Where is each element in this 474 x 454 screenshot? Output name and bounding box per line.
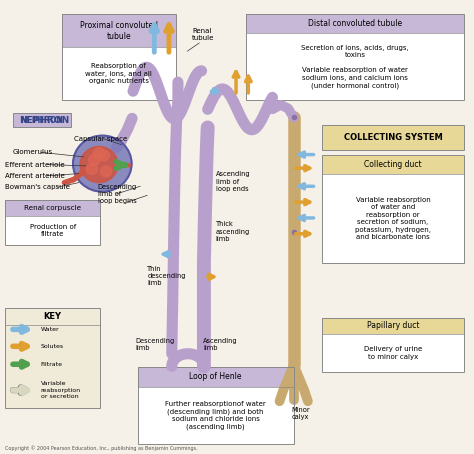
- FancyBboxPatch shape: [246, 33, 464, 100]
- Text: Variable
reabsorption
or secretion: Variable reabsorption or secretion: [41, 381, 81, 399]
- Text: NEPHRON: NEPHRON: [20, 116, 64, 125]
- Text: Efferent arteriole: Efferent arteriole: [5, 162, 65, 168]
- Text: NEPHRON: NEPHRON: [19, 116, 70, 125]
- Text: COLLECTING SYSTEM: COLLECTING SYSTEM: [344, 133, 442, 142]
- FancyBboxPatch shape: [322, 334, 464, 372]
- FancyBboxPatch shape: [322, 125, 464, 150]
- Text: Capsular space: Capsular space: [74, 136, 127, 142]
- Text: Renal corpuscle: Renal corpuscle: [24, 205, 81, 211]
- FancyBboxPatch shape: [246, 14, 464, 33]
- Text: Thick
ascending
limb: Thick ascending limb: [216, 221, 250, 242]
- FancyBboxPatch shape: [62, 47, 175, 100]
- Text: KEY: KEY: [44, 312, 62, 321]
- Text: Ascending
limb: Ascending limb: [203, 338, 237, 351]
- Text: Delivery of urine
to minor calyx: Delivery of urine to minor calyx: [364, 346, 422, 360]
- Text: Water: Water: [41, 327, 60, 332]
- Circle shape: [100, 166, 112, 177]
- Text: Descending
limb: Descending limb: [136, 338, 174, 351]
- Text: Reabsorption of
water, ions, and all
organic nutrients: Reabsorption of water, ions, and all org…: [85, 63, 152, 84]
- FancyBboxPatch shape: [138, 386, 294, 444]
- Text: Secretion of ions, acids, drugs,
toxins

Variable reabsorption of water
sodium i: Secretion of ions, acids, drugs, toxins …: [301, 45, 409, 89]
- FancyBboxPatch shape: [5, 308, 100, 408]
- Text: Solutes: Solutes: [41, 344, 64, 349]
- Text: Afferent arteriole: Afferent arteriole: [5, 173, 65, 179]
- Text: Loop of Henle: Loop of Henle: [190, 372, 242, 381]
- Text: Glomerulus: Glomerulus: [12, 149, 53, 155]
- Text: Bowman's capsule: Bowman's capsule: [5, 184, 70, 190]
- Text: Proximal convoluted
tubule: Proximal convoluted tubule: [80, 20, 158, 41]
- Text: Minor
calyx: Minor calyx: [292, 407, 310, 420]
- FancyBboxPatch shape: [322, 154, 464, 174]
- FancyBboxPatch shape: [322, 174, 464, 263]
- Text: Thin
descending
limb: Thin descending limb: [147, 266, 186, 286]
- Circle shape: [98, 150, 109, 161]
- Circle shape: [89, 154, 100, 165]
- Text: Ascending
limb of
loop ends: Ascending limb of loop ends: [216, 172, 250, 192]
- Text: Descending
limb of
loop begins: Descending limb of loop begins: [98, 184, 137, 204]
- Text: Further reabsorptionof water
(descending limb) and both
sodium and chloride ions: Further reabsorptionof water (descending…: [165, 400, 266, 430]
- FancyBboxPatch shape: [13, 114, 71, 127]
- Circle shape: [86, 163, 98, 174]
- Text: Filtrate: Filtrate: [41, 362, 63, 367]
- Text: Collecting duct: Collecting duct: [364, 160, 422, 169]
- FancyBboxPatch shape: [322, 317, 464, 334]
- Text: Production of
filtrate: Production of filtrate: [29, 224, 76, 237]
- Circle shape: [93, 148, 105, 158]
- FancyBboxPatch shape: [62, 14, 175, 47]
- Text: Renal
tubule: Renal tubule: [192, 28, 214, 41]
- Circle shape: [73, 136, 132, 192]
- Text: Variable reabsorption
of water and
reabsorption or
secretion of sodium,
potassiu: Variable reabsorption of water and reabs…: [355, 197, 431, 241]
- FancyBboxPatch shape: [5, 200, 100, 216]
- Circle shape: [80, 147, 118, 183]
- Text: Copyright © 2004 Pearson Education, Inc., publishing as Benjamin Cummings.: Copyright © 2004 Pearson Education, Inc.…: [5, 445, 198, 451]
- FancyBboxPatch shape: [138, 367, 294, 386]
- Text: Distal convoluted tubule: Distal convoluted tubule: [308, 19, 402, 28]
- FancyBboxPatch shape: [5, 216, 100, 245]
- Text: Papillary duct: Papillary duct: [367, 321, 419, 330]
